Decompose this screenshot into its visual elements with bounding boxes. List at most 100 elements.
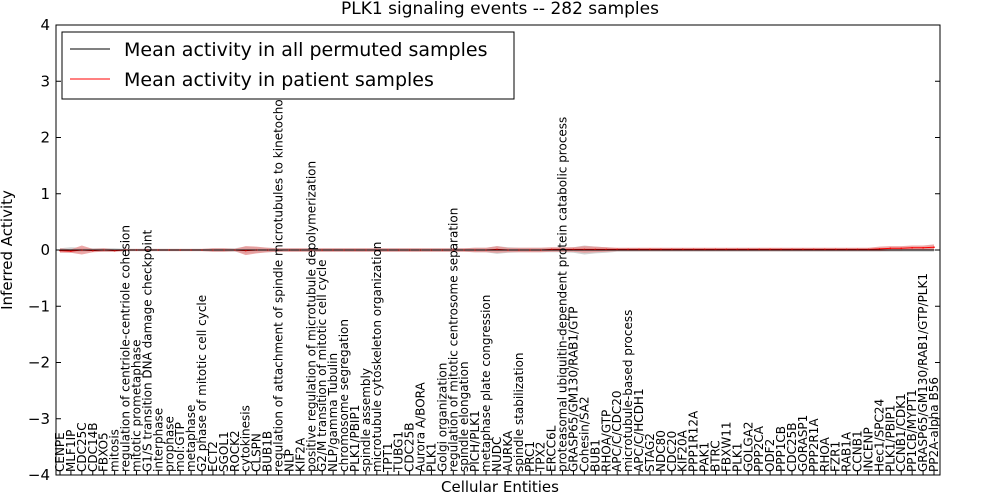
y-tick-label: −2 [28, 354, 50, 372]
x-tick-label: CDC25B [785, 423, 799, 473]
data-point-permuted [278, 249, 279, 251]
y-tick-label: 2 [40, 129, 50, 147]
y-axis-label: Inferred Activity [0, 190, 16, 310]
x-tick-label: KIF2A [293, 437, 307, 472]
y-tick-label: −4 [28, 466, 50, 484]
data-point-permuted [212, 249, 214, 251]
x-tick-label: BTRC [709, 440, 723, 472]
data-point-permuted [496, 249, 498, 251]
data-point-permuted [824, 249, 826, 251]
data-point-permuted [933, 249, 935, 251]
x-tick-label: mol:GTP [173, 422, 187, 472]
data-point-permuted [671, 249, 673, 251]
data-point-permuted [605, 249, 607, 251]
data-point-permuted [354, 249, 356, 251]
x-tick-label: spindle elongation [457, 361, 471, 472]
data-point-permuted [430, 249, 432, 251]
chart-title: PLK1 signaling events -- 282 samples [341, 0, 659, 19]
data-point-permuted [179, 249, 181, 251]
x-tick-label: CCNB1/CDK1 [894, 393, 908, 472]
x-tick-label: GORASP1 [796, 415, 810, 472]
data-point-permuted [649, 249, 651, 251]
x-tick-label: PLK1 [424, 443, 438, 472]
x-tick-label: TPX2 [534, 442, 548, 473]
x-axis: CENPEMLF1IPCDC25CCDC14BFBXO5mitosisregul… [53, 87, 941, 475]
data-point-permuted [518, 249, 520, 251]
data-point-patient [911, 247, 913, 249]
y-tick-label: −1 [28, 297, 50, 315]
x-tick-label: PLK1/PBIP1 [883, 405, 897, 472]
x-tick-label: G2 phase of mitotic cell cycle [195, 295, 209, 472]
data-point-permuted [103, 249, 105, 251]
data-point-permuted [256, 249, 258, 251]
data-point-permuted [365, 249, 367, 251]
x-tick-label: PLK1/PBIP1 [348, 405, 362, 472]
x-tick-label: NLP [282, 449, 296, 472]
x-tick-label: PPP2R1A [807, 418, 821, 472]
data-point-permuted [616, 249, 618, 251]
data-point-permuted [321, 249, 323, 251]
x-tick-label: mitotic prometaphase [130, 340, 144, 473]
data-point-permuted [900, 249, 902, 251]
x-tick-label: RAB1A [840, 431, 854, 472]
x-tick-label: KIF20A [676, 429, 690, 472]
legend-box [61, 31, 515, 100]
plot-area [59, 244, 935, 256]
x-tick-label: Hec1/SPC24 [872, 399, 886, 472]
data-point-permuted [70, 249, 72, 251]
data-point-permuted [441, 249, 443, 251]
data-point-permuted [747, 249, 749, 251]
data-point-permuted [114, 249, 116, 251]
data-point-patient [922, 247, 924, 249]
data-point-permuted [234, 249, 236, 251]
x-tick-label: CDC25B [403, 423, 417, 473]
x-tick-label: regulation of mitotic centrosome separat… [446, 208, 460, 472]
data-point-permuted [146, 249, 148, 251]
x-tick-label: ROCK2 [228, 430, 242, 472]
data-point-permuted [583, 249, 585, 251]
data-point-permuted [245, 249, 247, 251]
x-tick-label: APC/C/HCDH1 [632, 388, 646, 472]
x-tick-label: positive regulation of microtubule depol… [304, 161, 318, 472]
x-tick-label: cytokinesis [239, 405, 253, 472]
x-tick-label: APC/C/CDC20 [610, 390, 624, 472]
x-tick-label: prophase [162, 416, 176, 472]
x-tick-label: NDC80 [654, 430, 668, 472]
x-tick-label: mitosis [108, 429, 122, 472]
x-tick-label: FBXW11 [719, 422, 733, 473]
data-point-permuted [190, 249, 192, 251]
data-point-permuted [157, 249, 159, 251]
data-point-permuted [136, 249, 137, 251]
y-tick-label: 0 [40, 241, 50, 259]
x-tick-label: CDC14B [86, 423, 100, 473]
x-tick-label: PICH/PLK1 [468, 410, 482, 472]
x-tick-label: ERCC6L [545, 425, 559, 472]
data-point-permuted [889, 249, 891, 251]
data-point-permuted [223, 249, 225, 251]
x-tick-label: Aurora A/BORA [414, 382, 428, 472]
data-point-permuted [201, 249, 203, 251]
data-point-permuted [638, 249, 640, 251]
x-tick-label: G1/S transition DNA damage checkpoint [140, 230, 154, 472]
data-point-permuted [868, 249, 869, 251]
data-point-permuted [857, 249, 858, 251]
data-point-permuted [627, 249, 629, 251]
x-tick-label: metaphase [184, 405, 198, 472]
x-tick-label: TPT1 [381, 442, 395, 473]
data-point-permuted [736, 249, 738, 251]
data-point-permuted [540, 249, 542, 251]
data-point-patient [70, 250, 72, 252]
data-point-permuted [529, 249, 531, 251]
x-tick-label: FZR1 [829, 441, 843, 472]
data-point-permuted [562, 249, 563, 251]
x-tick-label: PP1CB/MYPT1 [905, 389, 919, 472]
x-tick-label: microtubule-based process [621, 310, 635, 472]
x-tick-label: PPP2CA [752, 425, 766, 472]
x-tick-label: regulation of attachment of spindle micr… [272, 87, 286, 472]
data-point-permuted [299, 249, 301, 251]
data-point-permuted [802, 249, 804, 251]
data-point-permuted [922, 249, 924, 251]
data-point-permuted [835, 249, 837, 251]
y-tick-label: −3 [28, 410, 50, 428]
data-point-permuted [725, 249, 727, 251]
